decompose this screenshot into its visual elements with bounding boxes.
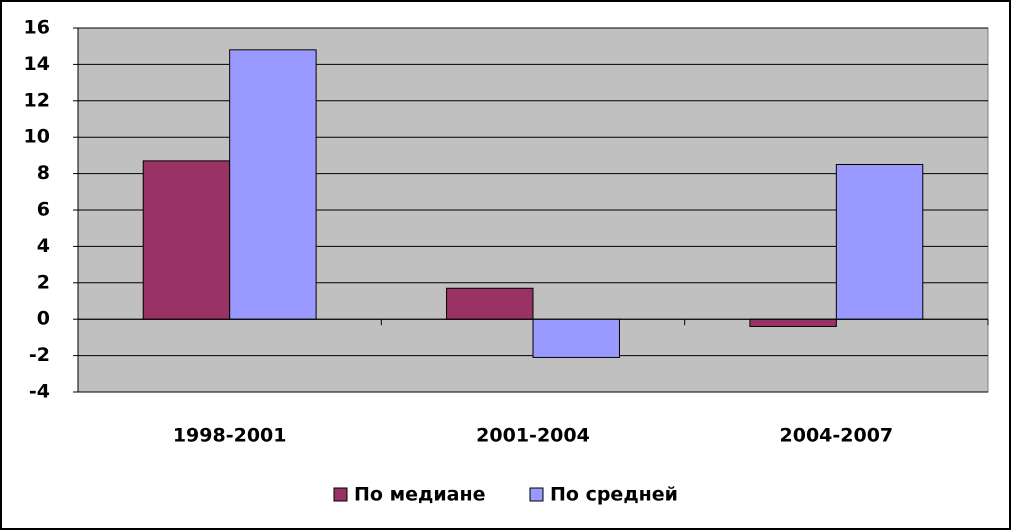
y-tick-label: 4	[37, 235, 50, 257]
y-tick-label: 8	[37, 162, 50, 184]
legend-label: По медиане	[354, 484, 485, 506]
x-tick-label: 2001-2004	[476, 425, 590, 447]
bar	[749, 318, 837, 327]
y-tick-label: 6	[37, 199, 50, 221]
x-tick-label: 1998-2001	[173, 425, 287, 447]
legend-swatch	[333, 487, 348, 502]
y-tick-label: 2	[37, 271, 50, 293]
bar	[142, 160, 231, 320]
y-tick-label: 14	[24, 53, 50, 75]
legend-swatch	[529, 487, 544, 502]
y-tick-label: -2	[29, 344, 50, 366]
y-tick-label: 0	[37, 308, 50, 330]
bar	[446, 287, 534, 320]
y-tick-label: 16	[24, 17, 50, 39]
bar	[229, 49, 317, 320]
legend-label: По средней	[550, 484, 678, 506]
y-tick-label: 12	[24, 89, 50, 111]
bar	[835, 164, 924, 320]
y-tick-label: -4	[29, 381, 50, 403]
y-tick-label: 10	[24, 126, 50, 148]
x-tick-label: 2004-2007	[780, 425, 894, 447]
bar	[532, 318, 620, 358]
